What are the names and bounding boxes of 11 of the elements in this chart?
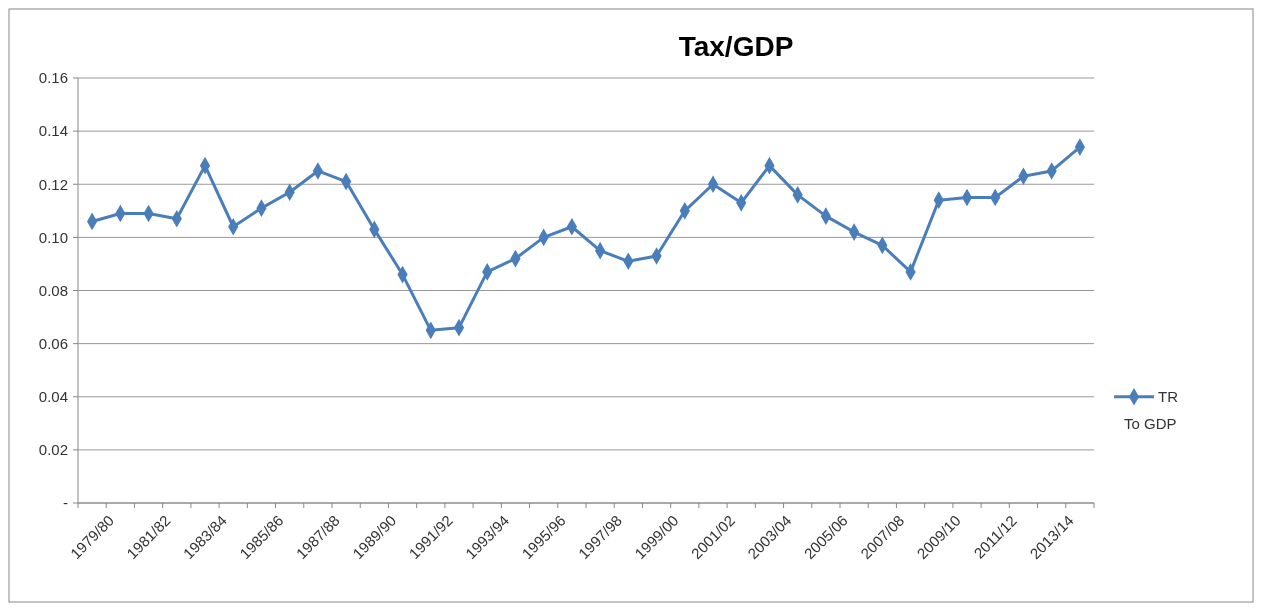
chart-title: Tax/GDP — [678, 31, 794, 62]
y-tick-label: 0.04 — [38, 388, 68, 405]
y-tick-label: 0.16 — [38, 69, 68, 87]
y-tick-label: 0.10 — [38, 228, 68, 246]
y-tick-label: 0.14 — [38, 122, 68, 140]
y-tick-label: 0.08 — [38, 281, 68, 299]
y-tick-label: 0.02 — [38, 441, 68, 459]
legend-label: TR To GDP — [1124, 388, 1179, 432]
y-tick-label: 0.06 — [38, 334, 68, 352]
y-tick-label: - — [63, 494, 68, 512]
y-tick-label: 0.12 — [38, 175, 68, 193]
